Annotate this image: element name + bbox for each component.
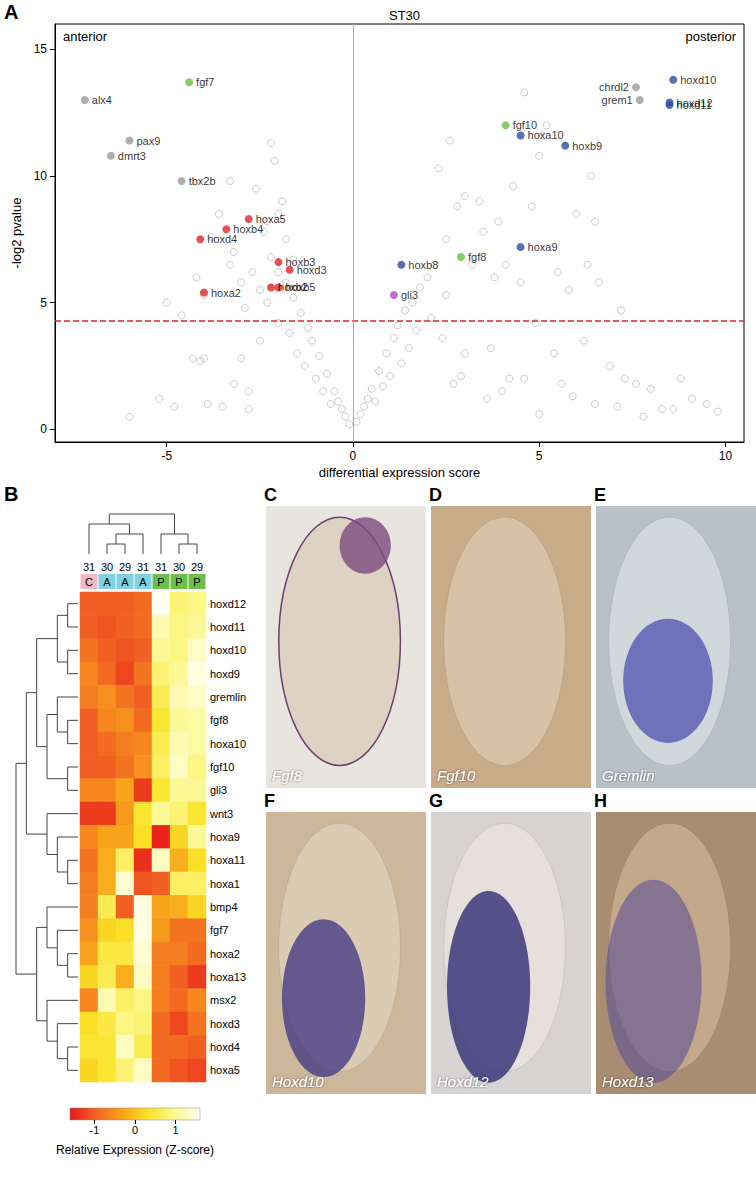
svg-text:-log2 pvalue: -log2 pvalue [9, 198, 24, 269]
svg-text:hoxa2: hoxa2 [211, 287, 241, 299]
svg-text:30: 30 [101, 561, 113, 573]
svg-text:31: 31 [155, 561, 167, 573]
svg-text:Hoxd12: Hoxd12 [437, 1073, 489, 1090]
svg-text:hoxd11: hoxd11 [210, 621, 245, 633]
svg-text:hoxd3: hoxd3 [210, 1018, 240, 1030]
svg-text:differential expression score: differential expression score [319, 465, 481, 480]
svg-text:hoxd4: hoxd4 [210, 1041, 240, 1053]
svg-text:P: P [157, 576, 164, 588]
svg-text:posterior: posterior [685, 29, 736, 44]
svg-text:-5: -5 [161, 449, 172, 463]
svg-text:hoxd9: hoxd9 [210, 668, 240, 680]
svg-text:hoxd10: hoxd10 [210, 644, 246, 656]
svg-text:E: E [594, 485, 606, 505]
svg-text:C: C [85, 576, 93, 588]
svg-text:hoxa10: hoxa10 [210, 738, 246, 750]
svg-text:hoxd11: hoxd11 [677, 99, 712, 111]
svg-text:hoxb5: hoxb5 [285, 281, 315, 293]
svg-text:bmp4: bmp4 [210, 901, 238, 913]
svg-text:gli3: gli3 [210, 784, 227, 796]
svg-text:chrdl2: chrdl2 [599, 81, 629, 93]
svg-text:hoxa9: hoxa9 [528, 241, 558, 253]
svg-text:gli3: gli3 [401, 289, 418, 301]
svg-text:15: 15 [34, 42, 48, 56]
svg-text:A: A [103, 576, 111, 588]
svg-text:pax9: pax9 [136, 135, 160, 147]
svg-text:Hoxd10: Hoxd10 [272, 1073, 324, 1090]
svg-text:C: C [264, 485, 277, 505]
svg-text:hoxd3: hoxd3 [297, 264, 327, 276]
svg-text:0: 0 [132, 1124, 138, 1136]
svg-text:5: 5 [40, 296, 47, 310]
svg-text:31: 31 [83, 561, 95, 573]
svg-text:fgf7: fgf7 [196, 76, 214, 88]
svg-text:hoxb9: hoxb9 [572, 140, 602, 152]
svg-text:Relative Expression (Z-score): Relative Expression (Z-score) [56, 1143, 214, 1157]
svg-text:A: A [139, 576, 147, 588]
svg-text:hoxa9: hoxa9 [210, 831, 240, 843]
svg-text:hoxa2: hoxa2 [210, 948, 240, 960]
svg-text:5: 5 [536, 449, 543, 463]
svg-text:fgf8: fgf8 [468, 251, 486, 263]
svg-text:0: 0 [350, 449, 357, 463]
svg-text:B: B [4, 483, 18, 505]
svg-text:10: 10 [719, 449, 733, 463]
svg-text:hoxa11: hoxa11 [210, 854, 245, 866]
svg-text:Fgf8: Fgf8 [272, 767, 303, 784]
svg-text:hoxb4: hoxb4 [233, 223, 263, 235]
svg-text:hoxa1: hoxa1 [210, 878, 240, 890]
svg-text:hoxd4: hoxd4 [207, 233, 237, 245]
svg-text:hoxd12: hoxd12 [210, 598, 246, 610]
svg-text:A: A [121, 576, 129, 588]
svg-text:gremlin: gremlin [210, 691, 246, 703]
svg-text:30: 30 [173, 561, 185, 573]
svg-text:tbx2b: tbx2b [189, 175, 216, 187]
svg-text:anterior: anterior [63, 29, 108, 44]
svg-text:D: D [429, 485, 442, 505]
svg-text:wnt3: wnt3 [209, 808, 233, 820]
svg-text:-1: -1 [89, 1124, 99, 1136]
svg-text:1: 1 [173, 1124, 179, 1136]
svg-text:hoxb8: hoxb8 [408, 259, 438, 271]
svg-text:10: 10 [34, 169, 48, 183]
svg-text:dmrt3: dmrt3 [118, 150, 146, 162]
svg-text:alx4: alx4 [92, 94, 112, 106]
svg-text:hoxa5: hoxa5 [255, 213, 286, 226]
svg-text:msx2: msx2 [210, 994, 236, 1006]
svg-text:G: G [429, 791, 443, 811]
svg-text:0: 0 [40, 422, 47, 436]
svg-text:fgf10: fgf10 [512, 119, 538, 132]
svg-text:H: H [594, 791, 607, 811]
svg-text:29: 29 [191, 561, 203, 573]
svg-text:Fgf10: Fgf10 [437, 767, 476, 784]
svg-text:fgf10: fgf10 [210, 761, 234, 773]
svg-text:fgf7: fgf7 [210, 924, 228, 936]
svg-text:29: 29 [119, 561, 131, 573]
svg-text:grem1: grem1 [602, 94, 633, 106]
svg-text:Gremlin: Gremlin [602, 767, 655, 784]
svg-text:hoxa13: hoxa13 [210, 971, 246, 983]
svg-text:F: F [264, 791, 275, 811]
svg-text:hoxd10: hoxd10 [680, 74, 716, 86]
svg-text:hoxa10: hoxa10 [528, 129, 564, 141]
svg-text:hoxb3: hoxb3 [285, 256, 316, 269]
svg-text:hoxa5: hoxa5 [210, 1064, 240, 1076]
svg-text:P: P [193, 576, 200, 588]
svg-text:31: 31 [137, 561, 149, 573]
svg-text:P: P [175, 576, 182, 588]
svg-text:Hoxd13: Hoxd13 [602, 1073, 654, 1090]
svg-text:ST30: ST30 [389, 8, 420, 23]
svg-text:fgf8: fgf8 [210, 714, 228, 726]
svg-text:A: A [4, 1, 18, 23]
